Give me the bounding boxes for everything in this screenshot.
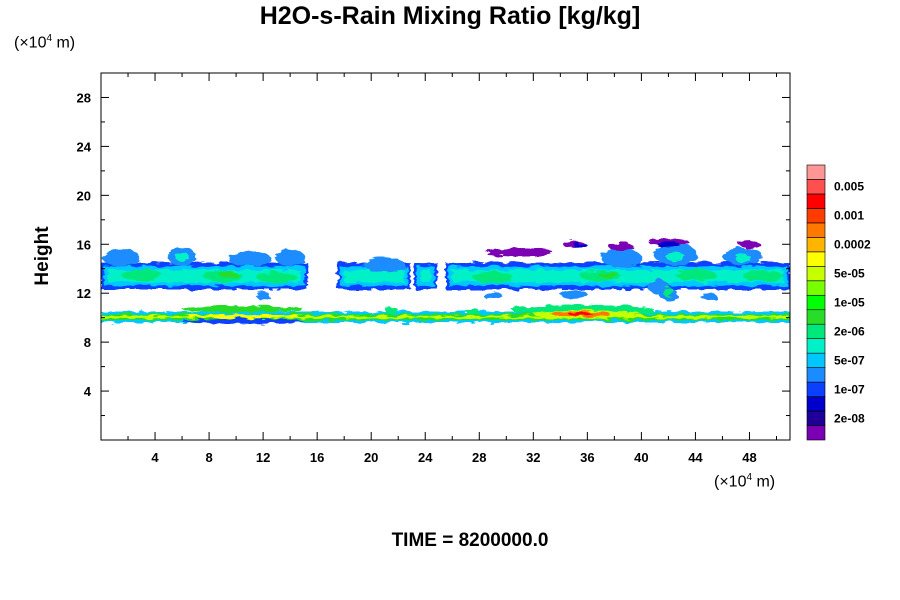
hanging-patch	[700, 293, 718, 301]
x-tick-label: 36	[580, 450, 594, 465]
lower-layer-top	[384, 306, 399, 314]
colorbar-swatch	[806, 381, 826, 397]
upper-bump-core	[175, 251, 189, 262]
y-tick-label: 20	[77, 188, 91, 203]
high-patch	[608, 242, 634, 251]
upper-layer-peak	[742, 270, 784, 282]
colorbar-swatch	[806, 338, 826, 354]
colorbar-swatch	[806, 410, 826, 426]
upper-layer-peak	[472, 271, 514, 283]
upper-bump	[227, 251, 272, 267]
high-patch-core	[657, 241, 680, 248]
colorbar-swatch	[806, 323, 826, 339]
colorbar-swatch	[806, 425, 826, 441]
upper-bump-core	[734, 253, 751, 263]
plot-frame	[100, 72, 791, 441]
x-tick-label: 16	[310, 450, 324, 465]
x-tick-label: 28	[472, 450, 486, 465]
y-tick-label: 4	[84, 384, 92, 399]
y-axis-unit: (×104 m)	[14, 33, 76, 52]
colorbar-swatch	[806, 208, 826, 224]
colorbar-label: 5e-07	[834, 353, 865, 367]
colorbar-swatch	[806, 280, 826, 296]
hanging-patch	[256, 291, 270, 300]
colorbar-swatch	[806, 266, 826, 282]
lower-layer-peak	[101, 315, 790, 319]
colorbar-swatch	[806, 164, 826, 180]
upper-layer-peak	[219, 271, 239, 278]
upper-bump-core	[665, 251, 685, 262]
upper-layer-peak	[256, 271, 297, 283]
x-tick-label: 8	[205, 450, 212, 465]
upper-bump	[600, 247, 642, 268]
time-label: TIME = 8200000.0	[391, 530, 549, 551]
high-patch-core	[573, 242, 588, 249]
x-tick-label: 20	[364, 450, 378, 465]
colorbar-swatch	[806, 193, 826, 209]
hanging-patch	[483, 291, 503, 300]
colorbar-swatch	[806, 294, 826, 311]
upper-layer-core	[421, 269, 431, 283]
x-tick-label: 40	[634, 450, 648, 465]
colorbar-swatch	[806, 367, 826, 383]
colorbar-swatch	[806, 309, 826, 325]
colorbar-swatch	[806, 396, 826, 412]
upper-bump	[275, 249, 305, 267]
x-tick-label: 44	[688, 450, 703, 465]
colorbar-label: 1e-05	[834, 296, 865, 310]
upper-layer-peak	[121, 269, 162, 281]
colorbar-label: 2e-06	[834, 324, 865, 338]
upper-layer-peak	[675, 269, 716, 281]
x-tick-label: 12	[256, 450, 270, 465]
upper-bump	[364, 257, 405, 273]
upper-layer-peak	[598, 271, 618, 278]
colorbar-swatch	[806, 237, 826, 253]
y-tick-label: 16	[77, 237, 91, 252]
lower-layer-top	[511, 306, 528, 313]
high-patch	[486, 248, 554, 258]
lower-layer-max	[568, 312, 593, 316]
upper-bump	[102, 249, 141, 267]
colorbar-swatch	[806, 352, 826, 368]
x-tick-label: 4	[151, 450, 159, 465]
lower-layer-top	[182, 306, 304, 313]
colorbar-label: 0.0002	[834, 238, 871, 252]
high-patch	[738, 240, 761, 248]
lower-layer-bottom	[182, 318, 304, 324]
colorbar-swatch	[806, 179, 826, 195]
upper-layer-core	[344, 269, 404, 283]
colorbar-label: 5e-05	[834, 267, 865, 281]
x-tick-label: 24	[418, 450, 433, 465]
colorbar-label: 2e-08	[834, 411, 865, 425]
x-tick-label: 32	[526, 450, 540, 465]
lower-layer-hot	[186, 314, 300, 319]
contour-layers	[101, 238, 790, 324]
colorbar: 2e-08 1e-07 5e-07 2e-06 1e-05 5e-05 0.0002 0.00…	[806, 164, 871, 441]
colorbar-swatch	[806, 251, 826, 267]
colorbar-swatch	[806, 222, 826, 238]
colorbar-label: 1e-07	[834, 382, 865, 396]
x-axis-unit: (×104 m)	[714, 472, 776, 491]
colorbar-label: 0.005	[834, 180, 864, 194]
colorbar-label: 0.001	[834, 209, 864, 223]
chart-title: H2O-s-Rain Mixing Ratio [kg/kg]	[259, 2, 641, 30]
y-tick-label: 28	[77, 90, 91, 105]
y-tick-label: 8	[84, 335, 91, 350]
lower-layer-top	[465, 308, 480, 315]
hanging-patch	[560, 290, 588, 299]
y-tick-label: 12	[77, 286, 91, 301]
hanging-patch-core	[663, 287, 674, 297]
y-tick-label: 24	[77, 139, 92, 154]
x-tick-label: 48	[742, 450, 756, 465]
data-field	[101, 238, 790, 324]
